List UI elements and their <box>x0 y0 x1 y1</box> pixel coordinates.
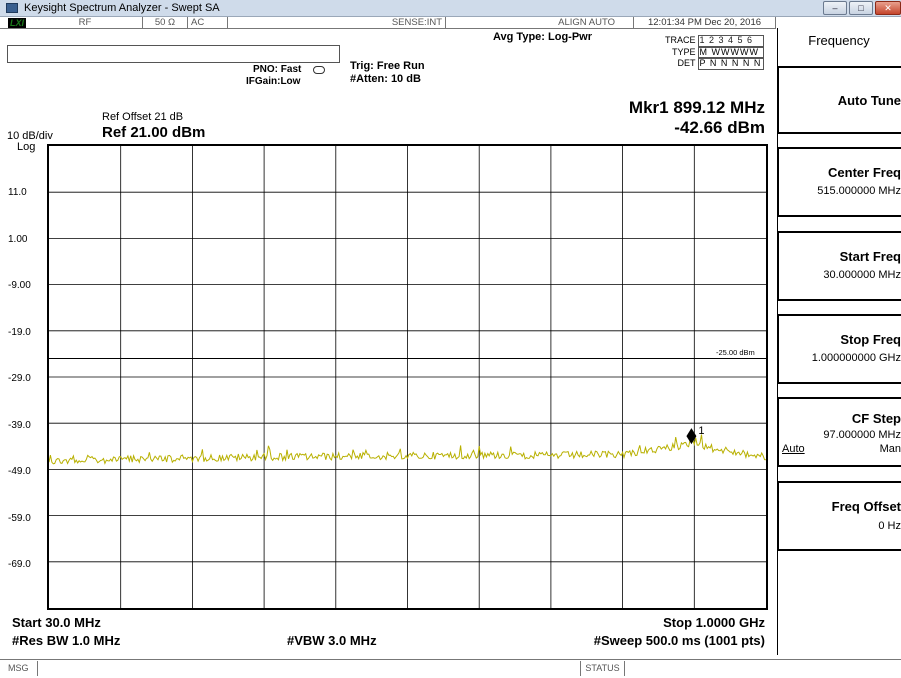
stop-freq-label: Stop Freq <box>840 332 901 347</box>
window-title-bar: Keysight Spectrum Analyzer - Swept SA – … <box>0 0 901 17</box>
status-bar <box>0 17 776 29</box>
maximize-button[interactable]: □ <box>849 1 873 15</box>
type-label: TYPE <box>672 46 696 57</box>
status-label: STATUS <box>580 661 625 676</box>
y-tick-label: -69.0 <box>8 559 31 570</box>
y-tick-label: -39.0 <box>8 420 31 431</box>
avg-type-setting: Avg Type: Log-Pwr <box>493 31 592 43</box>
y-tick-label: -29.0 <box>8 373 31 384</box>
cf-step-man: Man <box>879 443 901 455</box>
scale-per-div: 10 dB/div <box>7 130 53 142</box>
freq-offset-value: 0 Hz <box>878 520 901 532</box>
marker-amplitude-readout: -42.66 dBm <box>674 118 765 137</box>
attenuation-setting: #Atten: 10 dB <box>350 73 421 85</box>
spectrum-trace <box>49 434 766 465</box>
align-indicator: ALIGN AUTO <box>446 17 634 29</box>
window-title: Keysight Spectrum Analyzer - Swept SA <box>24 2 220 14</box>
start-freq-value: 30.000000 MHz <box>823 269 901 281</box>
y-tick-label: 11.0 <box>8 187 27 198</box>
center-freq-label: Center Freq <box>828 165 901 180</box>
pno-setting: PNO: Fast <box>253 64 302 75</box>
start-freq-label: Start Freq <box>839 249 901 264</box>
cf-step-value: 97.000000 MHz <box>823 429 901 441</box>
sense-indicator: SENSE:INT <box>228 17 446 29</box>
marker-frequency-readout: Mkr1 899.12 MHz <box>628 98 765 117</box>
y-tick-label: -9.00 <box>8 280 31 291</box>
stop-freq-value: 1.000000000 GHz <box>811 352 901 364</box>
spectrum-display[interactable]: 1 <box>47 144 768 610</box>
start-frequency: Start 30.0 MHz <box>12 615 101 630</box>
minimize-button[interactable]: – <box>823 1 847 15</box>
marker-number: 1 <box>698 425 704 437</box>
type-values: M WWWWW <box>697 46 764 58</box>
pno-toggle-icon <box>313 66 325 74</box>
y-tick-label: -59.0 <box>8 513 31 524</box>
spectrum-plot-svg: 1 <box>49 146 766 608</box>
det-label: DET <box>677 58 696 68</box>
res-bw: #Res BW 1.0 MHz <box>12 633 121 648</box>
scale-type: Log <box>17 141 36 153</box>
vbw: #VBW 3.0 MHz <box>287 633 377 648</box>
center-freq-value: 515.000000 MHz <box>817 185 901 197</box>
stop-freq-softkey[interactable]: Stop Freq 1.000000000 GHz <box>777 314 901 384</box>
cf-step-softkey[interactable]: CF Step 97.000000 MHz Auto Man <box>777 397 901 467</box>
y-tick-label: -49.0 <box>8 466 31 477</box>
msg-label: MSG <box>8 661 38 676</box>
trace-info-panel: TRACE 1 2 3 4 5 6 TYPE M WWWWW DET P N N N … <box>665 35 764 70</box>
cf-step-label: CF Step <box>851 411 901 426</box>
lxi-icon: LXI <box>8 18 27 28</box>
start-freq-softkey[interactable]: Start Freq 30.000000 MHz <box>777 231 901 301</box>
freq-offset-softkey[interactable]: Freq Offset 0 Hz <box>777 481 901 551</box>
impedance-indicator: 50 Ω <box>143 17 188 29</box>
ref-offset: Ref Offset 21 dB <box>102 111 184 123</box>
menu-title: Frequency <box>808 33 870 48</box>
close-button[interactable]: ✕ <box>875 1 901 15</box>
limit-line-label: -25.00 dBm <box>716 348 755 357</box>
datetime-display: 12:01:34 PM Dec 20, 2016 <box>634 17 776 29</box>
trigger-setting: Trig: Free Run <box>350 60 425 72</box>
auto-tune-label: Auto Tune <box>837 93 901 108</box>
auto-tune-softkey[interactable]: Auto Tune <box>777 66 901 134</box>
message-bar <box>0 659 901 678</box>
cf-step-auto: Auto <box>782 443 805 455</box>
det-values: P N N N N N <box>697 58 764 70</box>
command-entry-field[interactable] <box>7 45 340 63</box>
rf-indicator: RF <box>28 17 143 29</box>
marker-diamond <box>686 428 697 445</box>
stop-frequency: Stop 1.0000 GHz <box>663 615 765 630</box>
trace-label: TRACE <box>665 35 696 45</box>
trace-values: 1 2 3 4 5 6 <box>697 35 764 47</box>
y-tick-label: -19.0 <box>8 327 31 338</box>
sweep-time: #Sweep 500.0 ms (1001 pts) <box>593 633 765 648</box>
y-tick-label: 1.00 <box>8 234 28 245</box>
freq-offset-label: Freq Offset <box>831 499 901 514</box>
center-freq-softkey[interactable]: Center Freq 515.000000 MHz <box>777 147 901 217</box>
ifgain-setting: IFGain:Low <box>246 76 301 87</box>
ref-level: Ref 21.00 dBm <box>102 124 206 141</box>
app-icon <box>6 3 18 13</box>
coupling-indicator: AC <box>188 17 228 29</box>
